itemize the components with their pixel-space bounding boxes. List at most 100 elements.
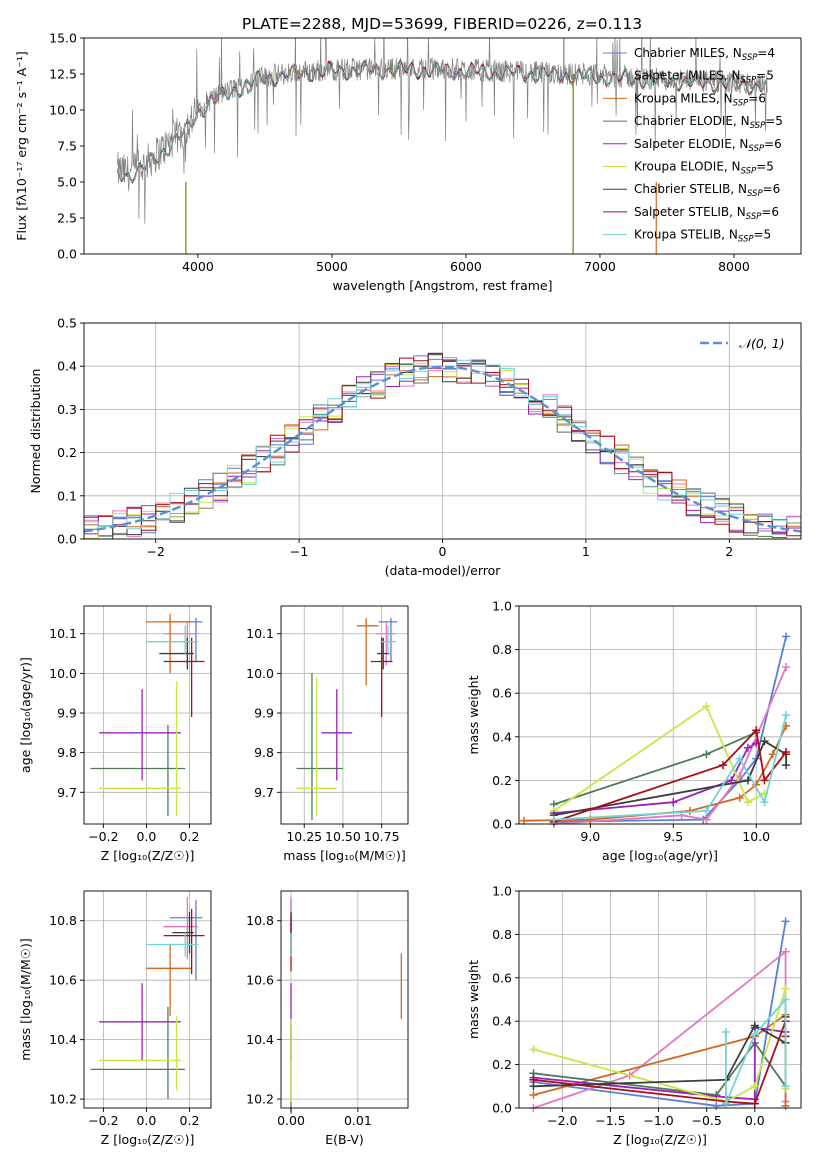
weight-marker <box>750 1021 759 1030</box>
legend-label-tail: =6 <box>761 205 779 219</box>
spectrum-content <box>117 38 768 254</box>
x-tick-label: 6000 <box>450 259 482 274</box>
weight-line-salpeter-elodie <box>553 742 757 814</box>
x-axis-label: Z [log₁₀(Z/Z☉)] <box>101 848 195 863</box>
mass-vs-ebv-points <box>290 896 402 1114</box>
legend-label-tail: =5 <box>756 69 774 83</box>
weight-marker <box>702 750 711 759</box>
x-axis-label: E(B-V) <box>325 1132 364 1147</box>
weight-marker <box>735 793 744 802</box>
model-spectrum-kroupa-stelib <box>117 60 768 184</box>
weight-marker <box>760 737 769 746</box>
weight-marker <box>781 917 790 926</box>
legend-label-tail: =5 <box>765 114 783 128</box>
axes-frame <box>83 605 212 825</box>
weight-marker <box>721 1099 730 1108</box>
x-tick-label: −1.0 <box>643 1113 673 1128</box>
weight-marker <box>735 754 744 763</box>
y-tick-label: 10.2 <box>246 1092 274 1107</box>
legend-label: 𝒩(0, 1) <box>739 336 785 351</box>
legend-label-text: Salpeter STELIB, N <box>634 205 746 219</box>
weight-line-chabrier-miles <box>533 921 787 1107</box>
weight-marker <box>719 761 728 770</box>
axes-weight-vs-age: 9.0 9.5 10.0 0.0 0.2 0.4 0.6 0.8 1.0 age [log₁₀(a… <box>466 599 802 863</box>
y-tick-label: 0.1 <box>57 488 77 503</box>
y-tick-label: 10.4 <box>49 1032 77 1047</box>
weight-marker <box>781 1101 790 1110</box>
y-axis-label: mass [log₁₀(M/M☉)] <box>18 938 33 1060</box>
y-tick-label: 10.1 <box>246 626 274 641</box>
legend-label-text: Salpeter MILES, N <box>634 69 741 83</box>
x-tick-label: −1 <box>290 544 308 559</box>
x-tick-label: −1.5 <box>595 1113 625 1128</box>
legend-label: Kroupa MILES, NSSP=6 <box>634 91 766 108</box>
legend-label-text: Kroupa STELIB, N <box>634 228 738 242</box>
weight-marker <box>750 1099 759 1108</box>
x-tick-label: −2.0 <box>547 1113 577 1128</box>
weight-marker <box>760 776 769 785</box>
legend-label-sub: SSP <box>738 235 754 245</box>
y-tick-label: 9.8 <box>57 745 77 760</box>
legend-label-tail: =4 <box>757 46 775 60</box>
x-axis-label: Z [log₁₀(Z/Z☉)] <box>613 1132 707 1147</box>
legend-label-text: Chabrier STELIB, N <box>634 182 747 196</box>
figure-title: PLATE=2288, MJD=53699, FIBERID=0226, z=0… <box>242 15 642 33</box>
x-tick-label: 0.0 <box>136 1113 156 1128</box>
legend-label-text: Salpeter ELODIE, N <box>634 137 748 151</box>
legend-label-tail: =6 <box>763 182 781 196</box>
y-tick-label: 0.4 <box>492 1014 512 1029</box>
legend-label-sub: SSP <box>748 144 764 154</box>
legend-label: Kroupa ELODIE, NSSP=5 <box>634 160 774 177</box>
weight-marker <box>702 815 711 824</box>
x-tick-label: 0.2 <box>180 829 200 844</box>
axes-age-vs-mass: 10.25 10.50 10.75 9.7 9.8 9.9 10.0 10.1 mass [lo… <box>246 605 409 863</box>
y-tick-label: 7.5 <box>57 139 77 154</box>
y-tick-label: 10.1 <box>49 626 77 641</box>
axes-weight-vs-Z: −2.0 −1.5 −1.0 −0.5 0.0 0.0 0.2 0.4 0.6 0.8 1.0 Z [… <box>466 884 802 1147</box>
weight-marker <box>781 1082 790 1091</box>
y-tick-label: 10.8 <box>246 913 274 928</box>
weight-marker <box>702 702 711 711</box>
weight-marker <box>782 711 791 719</box>
y-tick-label: 10.0 <box>49 103 77 118</box>
y-tick-label: 0.3 <box>57 402 77 417</box>
weight-marker <box>519 816 528 825</box>
weight-marker <box>712 1101 721 1110</box>
y-axis-label: Flux [fλ10⁻¹⁷ erg cm⁻² s⁻¹ A⁻¹] <box>14 51 29 240</box>
x-tick-label: 10.50 <box>325 829 361 844</box>
y-axis-label: mass weight <box>466 675 481 754</box>
legend-label-sub: SSP <box>750 121 766 131</box>
legend-label-text: Kroupa MILES, N <box>634 91 733 105</box>
y-tick-label: 0.0 <box>492 817 512 832</box>
weight-line-salpeter-stelib <box>553 728 787 823</box>
weight-marker <box>721 1028 730 1037</box>
x-tick-label: 2 <box>725 544 733 559</box>
legend-label-tail: =6 <box>748 91 766 105</box>
y-tick-label: 1.0 <box>492 599 512 614</box>
x-tick-label: 7000 <box>584 259 616 274</box>
weight-marker <box>782 663 791 672</box>
x-axis-label: age [log₁₀(age/yr)] <box>602 848 718 863</box>
y-tick-label: 10.6 <box>49 973 77 988</box>
weight-marker <box>782 632 791 641</box>
gaussian-curve <box>84 365 801 533</box>
y-tick-label: 9.8 <box>254 745 274 760</box>
histogram-chabrier-stelib <box>84 353 801 539</box>
x-tick-label: 9.0 <box>580 829 600 844</box>
y-axis-label: Normed distribution <box>28 369 43 494</box>
x-tick-label: 4000 <box>182 259 214 274</box>
legend-label: Salpeter MILES, NSSP=5 <box>634 69 774 86</box>
y-tick-label: 0.0 <box>57 247 77 262</box>
x-tick-label: 10.0 <box>742 829 770 844</box>
y-axis-label: mass weight <box>466 960 481 1039</box>
legend-label-sub: SSP <box>747 189 763 199</box>
x-tick-label: −0.2 <box>88 1113 118 1128</box>
y-tick-label: 10.0 <box>246 666 274 681</box>
weight-marker <box>743 776 752 785</box>
x-tick-label: 1 <box>582 544 590 559</box>
y-tick-label: 5.0 <box>57 175 77 190</box>
y-tick-label: 0.0 <box>492 1101 512 1116</box>
y-tick-label: 10.4 <box>246 1032 274 1047</box>
y-tick-label: 1.0 <box>492 884 512 899</box>
